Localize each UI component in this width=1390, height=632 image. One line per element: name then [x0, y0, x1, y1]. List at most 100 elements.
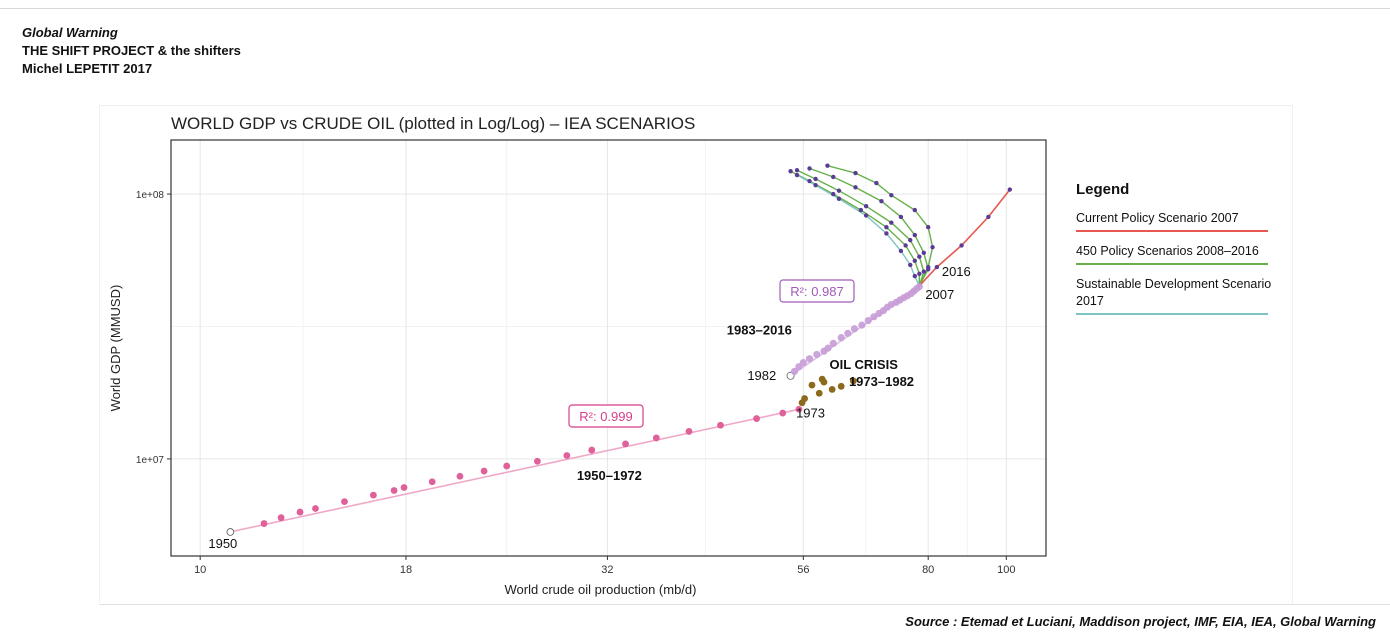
data-point — [779, 409, 787, 417]
scenario-point — [930, 245, 935, 250]
data-point — [456, 472, 464, 480]
data-point — [226, 528, 235, 536]
data-point — [837, 334, 845, 342]
data-point — [369, 491, 377, 499]
plot-area — [171, 140, 1046, 556]
r2-label-1950-1972: R²: 0.999 — [579, 409, 632, 424]
data-point — [849, 377, 857, 385]
data-point — [837, 382, 845, 390]
data-point — [480, 467, 488, 475]
scenario-point — [884, 224, 889, 230]
scenario-point — [863, 213, 869, 218]
scenario-point — [912, 258, 918, 263]
data-point — [915, 283, 923, 291]
data-point — [815, 389, 823, 397]
bottom-divider — [100, 604, 1390, 605]
legend-swatch-teal — [1076, 313, 1268, 315]
scenario-point — [912, 207, 918, 213]
data-point — [652, 434, 660, 442]
header-author: Michel LEPETIT 2017 — [22, 61, 153, 76]
scenario-point — [794, 172, 800, 178]
scenario-point — [889, 193, 894, 198]
scenario-point — [863, 203, 869, 209]
data-point — [588, 446, 596, 454]
x-tick-label: 10 — [194, 564, 206, 576]
report-header: Global Warning THE SHIFT PROJECT & the s… — [22, 24, 241, 78]
scenario-point — [1007, 187, 1013, 192]
legend-label: 450 Policy Scenarios 2008–2016 — [1076, 244, 1259, 258]
scenario-point — [921, 269, 926, 274]
scenario-point — [807, 178, 812, 184]
data-point — [563, 452, 571, 459]
legend: Legend Current Policy Scenario 2007 450 … — [1076, 181, 1281, 326]
legend-item-450-policy: 450 Policy Scenarios 2008–2016 — [1076, 243, 1281, 268]
data-point — [813, 350, 821, 359]
plot-frame — [170, 139, 1047, 557]
scenario-point — [831, 174, 836, 180]
data-point — [805, 355, 814, 363]
data-point — [277, 514, 285, 522]
data-point — [296, 508, 304, 516]
annotation-label: 1982 — [747, 368, 776, 383]
scenario-point — [788, 168, 793, 174]
annotation-label: 2016 — [942, 264, 971, 279]
scenario-point — [926, 267, 931, 272]
data-point — [503, 462, 511, 470]
x-tick-label: 18 — [400, 564, 412, 576]
data-point — [864, 316, 872, 325]
legend-label: Current Policy Scenario 2007 — [1076, 211, 1239, 225]
x-axis-label: World crude oil production (mb/d) — [505, 582, 697, 597]
legend-swatch-red — [1076, 230, 1268, 232]
data-point — [790, 367, 799, 376]
scenario-point — [853, 170, 858, 176]
scenario-point — [898, 214, 904, 220]
scenario-point — [926, 224, 931, 230]
scenario-point — [813, 176, 818, 182]
r2-label-1950-1972-box — [568, 404, 644, 428]
data-point — [795, 405, 803, 413]
annotation-label: 1983–2016 — [727, 323, 792, 338]
chart-title: WORLD GDP vs CRUDE OIL (plotted in Log/L… — [171, 114, 696, 133]
data-point — [850, 325, 859, 333]
data-point — [824, 344, 832, 352]
x-tick-label: 56 — [797, 564, 809, 576]
scenario-point — [959, 243, 964, 248]
data-point — [533, 457, 541, 465]
data-point — [260, 520, 268, 527]
scenario-point — [858, 207, 864, 213]
data-point — [799, 359, 807, 367]
data-point — [717, 421, 724, 429]
data-point — [844, 329, 852, 337]
scenario-point — [889, 220, 894, 225]
scenario-point — [908, 262, 913, 268]
x-tick-label: 80 — [922, 564, 934, 576]
annotation-label: OIL CRISIS — [829, 357, 898, 372]
header-publication: Global Warning — [22, 25, 118, 40]
annotation-label: 1973–1982 — [849, 374, 914, 389]
annotation-label: 1950–1972 — [577, 468, 642, 483]
x-tick-label: 100 — [997, 564, 1015, 576]
data-point — [341, 498, 348, 506]
scenario-point — [825, 163, 830, 168]
top-divider — [0, 8, 1390, 9]
scenario-point — [908, 237, 913, 243]
scenario-point — [986, 214, 991, 220]
r2-label-1983-2016: R²: 0.987 — [790, 284, 843, 299]
scenario-point — [807, 166, 812, 171]
y-axis-label: World GDP (MMUSD) — [108, 285, 123, 412]
scenario-point — [912, 232, 918, 238]
fit-line-1950-1972 — [230, 408, 800, 533]
legend-item-current-policy: Current Policy Scenario 2007 — [1076, 210, 1281, 235]
data-point — [312, 505, 319, 512]
data-point — [400, 484, 408, 491]
r2-label-1983-2016-box — [779, 279, 855, 303]
legend-title: Legend — [1076, 181, 1130, 198]
data-point — [753, 415, 760, 422]
source-citation: Source : Etemad et Luciani, Maddison pro… — [905, 614, 1376, 629]
scenario-point — [874, 180, 879, 186]
data-point — [820, 378, 828, 386]
scenario-point — [836, 188, 842, 193]
scenario-point — [794, 168, 800, 173]
scenario-point — [884, 231, 889, 236]
